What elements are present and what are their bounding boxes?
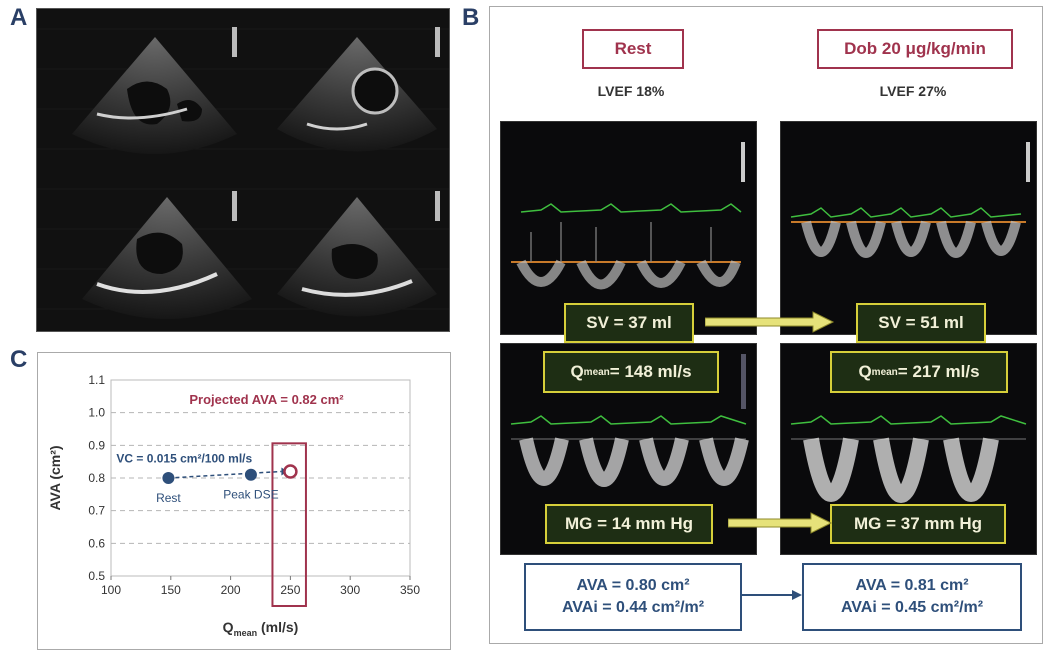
ava-arrow [740, 590, 802, 600]
trend-line [168, 470, 282, 479]
ava-projection-chart: 0.5 0.6 0.7 0.8 0.9 1.0 1.1 100 150 200 250 300 350 P… [47, 373, 420, 638]
y-tick-label: 0.5 [88, 569, 105, 583]
dobutamine-lvef: LVEF 27% [879, 83, 947, 99]
sv-arrow [705, 311, 835, 333]
y-tick-label: 0.9 [88, 438, 105, 452]
echo-views-image [37, 27, 449, 319]
ava-rest-line2: AVAi = 0.44 cm²/m² [561, 599, 705, 616]
sv-rest-box: SV = 37 ml [564, 303, 694, 343]
panel-letter-c: C [10, 346, 28, 373]
ava-rest-line1: AVA = 0.80 cm² [576, 577, 690, 594]
rest-lvef: LVEF 18% [597, 83, 665, 99]
doppler-trace-dob-lvot [790, 142, 1030, 258]
doppler-panel: Rest Dob 20 μg/kg/min LVEF 18% LVEF 27% [489, 6, 1043, 644]
x-tick-label: 100 [101, 583, 121, 597]
y-tick-label: 1.1 [88, 373, 105, 387]
projection-highlight-box [271, 442, 307, 608]
y-tick-label: 0.8 [88, 471, 105, 485]
x-tick-label: 250 [280, 583, 300, 597]
dobutamine-label-box: Dob 20 μg/kg/min [817, 29, 1013, 69]
point-label: Peak DSE [223, 488, 278, 502]
qmean-dob-value: = 217 ml/s [897, 362, 980, 381]
doppler-trace-dob-av [790, 415, 1027, 503]
x-axis-label: Qmean (ml/s) [223, 619, 299, 638]
qmean-dob-sub: mean [871, 366, 898, 378]
panel-letter-b: B [462, 4, 480, 31]
qmean-rest-prefix: Q [570, 362, 584, 381]
chart-title: Projected AVA = 0.82 cm² [189, 392, 344, 407]
data-point-1 [162, 472, 175, 484]
echo-image-panel [36, 8, 450, 332]
ava-dob-box: AVA = 0.81 cm² AVAi = 0.45 cm²/m² [802, 563, 1022, 631]
doppler-trace-rest-lvot [511, 142, 745, 290]
mg-arrow [728, 512, 833, 534]
doppler-trace-rest-av [510, 354, 749, 487]
sv-dob-box: SV = 51 ml [856, 303, 986, 343]
x-tick-label: 300 [340, 583, 360, 597]
doppler-dob-lvot [780, 121, 1037, 335]
y-tick-label: 1.0 [88, 406, 105, 420]
doppler-rest-lvot [500, 121, 757, 335]
qmean-dob-prefix: Q [858, 362, 872, 381]
ava-dob-line2: AVAi = 0.45 cm²/m² [840, 599, 984, 616]
ava-chart-panel: 0.5 0.6 0.7 0.8 0.9 1.0 1.1 100 150 200 250 300 350 P… [37, 352, 451, 650]
ava-rest-box: AVA = 0.80 cm² AVAi = 0.44 cm²/m² [524, 563, 742, 631]
qmean-rest-value: = 148 ml/s [609, 362, 692, 381]
x-tick-label: 200 [221, 583, 241, 597]
vc-annotation: VC = 0.015 cm²/100 ml/s [116, 452, 252, 466]
data-point-2 [244, 468, 257, 481]
qmean-rest-sub: mean [583, 366, 610, 378]
panel-letter-a: A [10, 4, 28, 31]
ava-dob-line1: AVA = 0.81 cm² [855, 577, 969, 594]
y-tick-label: 0.6 [88, 536, 105, 550]
projected-point [283, 464, 298, 479]
mg-rest-box: MG = 14 mm Hg [545, 504, 713, 544]
x-tick-label: 350 [400, 583, 420, 597]
point-label: Rest [156, 491, 181, 505]
x-tick-label: 150 [161, 583, 181, 597]
y-axis-label: AVA (cm²) [47, 445, 63, 510]
rest-label-box: Rest [582, 29, 684, 69]
y-tick-label: 0.7 [88, 504, 105, 518]
mg-dob-box: MG = 37 mm Hg [830, 504, 1006, 544]
